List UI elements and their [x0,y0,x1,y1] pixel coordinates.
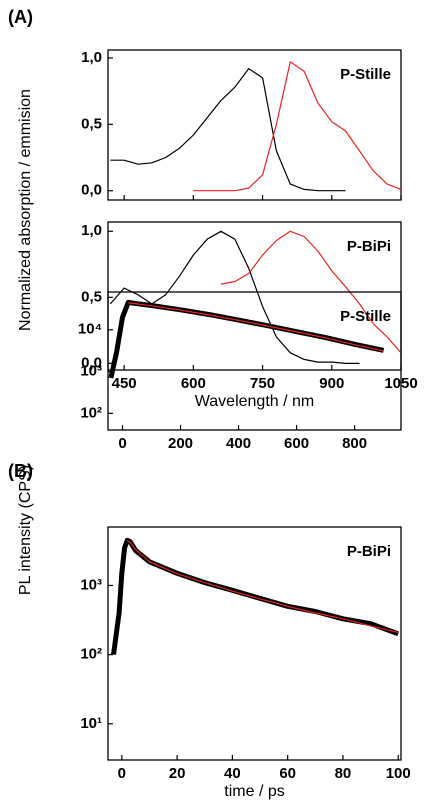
plot-frame [107,291,402,431]
panel-label: (A) [8,7,33,27]
data-line [109,230,360,364]
y-tick-label: 0,0 [81,182,102,199]
x-tick-label: 200 [168,435,193,452]
plot-frame [107,49,402,201]
x-tick-label: 60 [279,765,296,782]
panel-annotation: P-Stille [340,66,391,83]
data-line [220,230,402,354]
panel-annotation: P-BiPi [347,238,391,255]
y-tick-label: 10² [80,404,102,421]
x-tick-label: 750 [250,375,275,392]
panel-label: (B) [8,461,33,481]
x-tick-label: 100 [386,765,411,782]
y-tick-label: 1,0 [81,49,102,66]
x-tick-label: 800 [342,435,367,452]
x-tick-label: 0 [118,435,126,452]
data-line [110,68,346,192]
x-tick-label: 900 [319,375,344,392]
y-tick-label: 1,0 [81,222,102,239]
x-tick-label: 40 [224,765,241,782]
x-tick-label: 450 [112,375,137,392]
x-tick-label: 600 [181,375,206,392]
panel-annotation: P-BiPi [347,543,391,560]
x-tick-label: 400 [226,435,251,452]
x-tick-label: 0 [118,765,126,782]
x-tick-label: 600 [284,435,309,452]
data-line [128,302,384,352]
y-tick-label: 0,5 [81,288,102,305]
y-tick-label: 10² [80,646,102,663]
y-tick-label: 10¹ [80,715,102,732]
x-tick-label: 20 [169,765,186,782]
data-line [127,540,399,633]
y-tick-label: 0,0 [81,354,102,371]
plot-frame [107,526,402,761]
y-tick-label: 10³ [80,363,102,380]
y-tick-label: 0,5 [81,115,102,132]
x-axis-label: Wavelength / nm [195,393,314,410]
x-axis-label: time / ps [224,783,284,800]
y-tick-label: 10³ [80,576,102,593]
y-tick-label: 10⁴ [78,321,102,338]
y-axis-label: PL intensity (CPS) [17,465,34,595]
x-tick-label: 80 [335,765,352,782]
panel-annotation: P-Stille [340,308,391,325]
y-axis-label: Normalized absorption / emmision [17,89,34,331]
data-line [193,61,402,192]
